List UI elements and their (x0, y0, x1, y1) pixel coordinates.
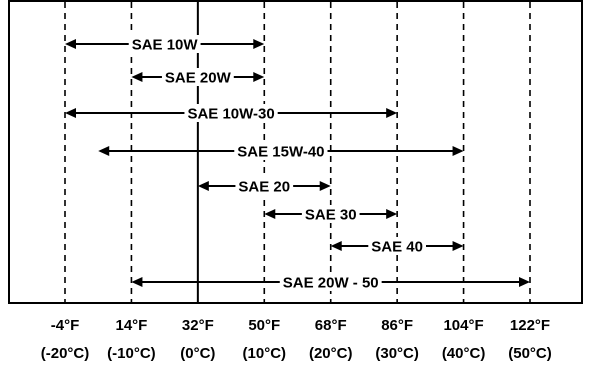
range-sae-15w-40: SAE 15W-40 (98, 142, 464, 161)
label-backdrop (235, 177, 294, 195)
label-backdrop (161, 68, 234, 86)
label-backdrop (184, 104, 278, 122)
range-label: SAE 20W - 50 (283, 275, 379, 292)
arrowhead-right (386, 108, 398, 118)
tick-label-f-4: 68°F (315, 317, 347, 334)
arrowhead-right (253, 39, 265, 49)
arrowhead-right (319, 181, 331, 191)
arrowhead-right (253, 72, 265, 82)
range-sae-20w-50: SAE 20W - 50 (131, 273, 530, 292)
range-sae-20: SAE 20 (197, 177, 331, 196)
viscosity-ranges: SAE 10W SAE 20W SAE 10W-30 SAE 15W-40 SAE 20… (65, 35, 530, 292)
tick-label-c-5: (30°C) (375, 345, 419, 362)
tick-label-c-6: (40°C) (442, 345, 486, 362)
arrowhead-left (65, 39, 76, 49)
arrowhead-left (197, 181, 209, 191)
chart-frame (8, 0, 583, 304)
tick-label-c-2: (0°C) (180, 345, 215, 362)
label-backdrop (301, 205, 360, 223)
label-backdrop (128, 35, 201, 53)
tick-label-c-4: (20°C) (309, 345, 353, 362)
tick-label-f-7: 122°F (510, 317, 550, 334)
range-sae-10w: SAE 10W (65, 35, 265, 54)
tick-label-c-1: (-10°C) (107, 345, 156, 362)
range-label: SAE 20 (238, 179, 290, 196)
arrowhead-left (65, 108, 76, 118)
tick-label-f-2: 32°F (182, 317, 214, 334)
arrowhead-right (452, 241, 464, 251)
arrowhead-right (452, 146, 464, 156)
arrowhead-left (131, 277, 143, 287)
tick-label-c-7: (50°C) (508, 345, 552, 362)
arrowhead-left (330, 241, 342, 251)
range-label: SAE 10W (132, 37, 199, 54)
arrowhead-right (386, 209, 398, 219)
tick-label-f-5: 86°F (381, 317, 413, 334)
arrowhead-right (519, 277, 530, 287)
label-backdrop (368, 237, 426, 255)
range-sae-10w-30: SAE 10W-30 (65, 104, 398, 123)
tick-label-f-3: 50°F (248, 317, 280, 334)
tick-label-f-6: 104°F (443, 317, 483, 334)
tick-label-f-0: -4°F (51, 317, 80, 334)
range-label: SAE 40 (371, 239, 423, 256)
arrowhead-left (264, 209, 276, 219)
range-label: SAE 10W-30 (187, 106, 274, 123)
range-label: SAE 15W-40 (237, 144, 324, 161)
tick-label-c-3: (10°C) (243, 345, 287, 362)
arrowhead-left (98, 146, 110, 156)
temperature-tick-labels: -4°F (-20°C) 14°F (-10°C) 32°F (0°C) 50°F (10°C… (41, 317, 552, 362)
tick-label-c-0: (-20°C) (41, 345, 90, 362)
label-backdrop (279, 273, 382, 291)
range-label: SAE 20W (165, 70, 232, 87)
range-sae-30: SAE 30 (264, 205, 398, 224)
tick-label-f-1: 14°F (115, 317, 147, 334)
range-label: SAE 30 (305, 207, 357, 224)
label-backdrop (234, 142, 328, 160)
range-sae-20w: SAE 20W (131, 68, 265, 87)
arrowhead-left (131, 72, 143, 82)
range-sae-40: SAE 40 (330, 237, 464, 256)
